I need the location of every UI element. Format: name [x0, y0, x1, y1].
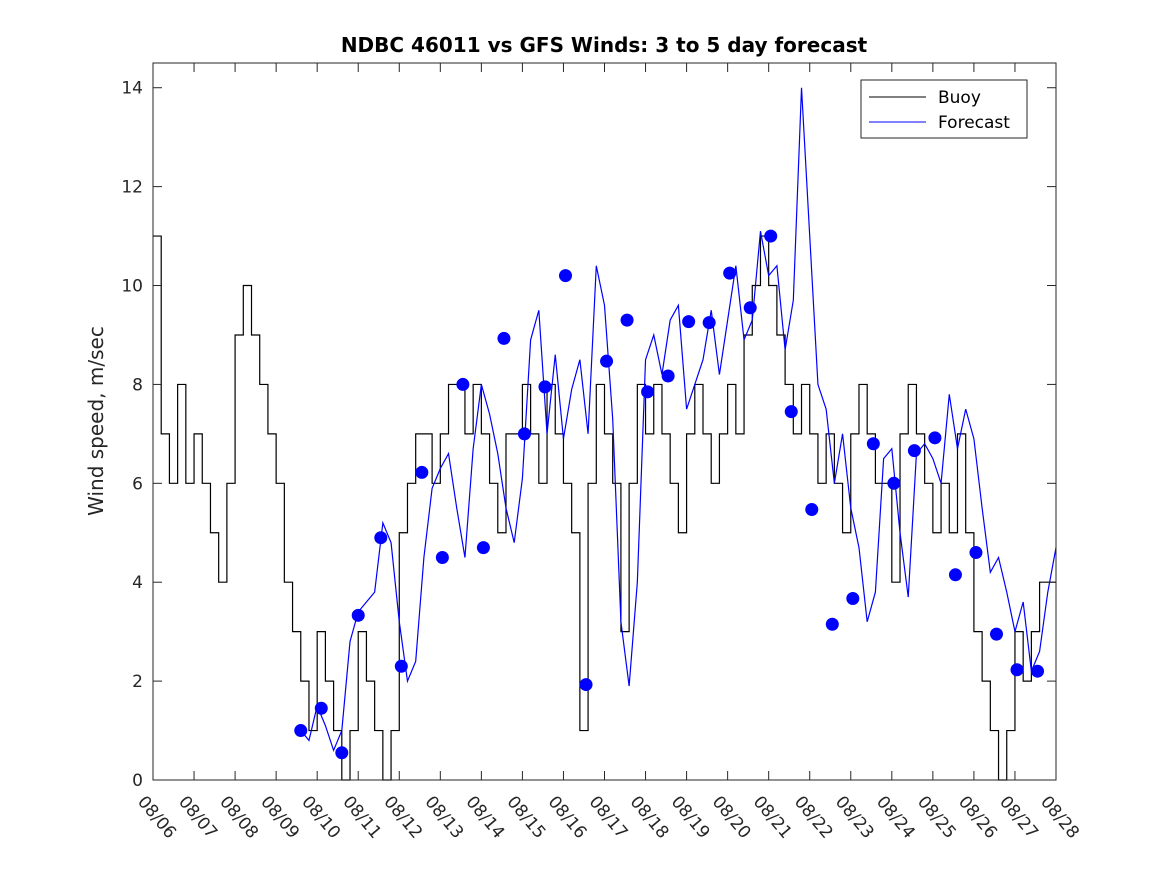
forecast-marker	[764, 229, 778, 243]
y-tick-label: 2	[132, 672, 143, 692]
forecast-marker	[294, 724, 308, 738]
forecast-marker	[517, 427, 531, 441]
forecast-marker	[702, 316, 716, 330]
series-forecast-line	[300, 87, 1057, 753]
series-layer	[153, 87, 1057, 781]
forecast-marker	[314, 701, 328, 715]
forecast-marker	[641, 385, 655, 399]
y-tick-label: 4	[132, 573, 143, 593]
forecast-marker	[559, 269, 573, 283]
legend: Buoy Forecast	[860, 79, 1028, 139]
y-tick-label: 0	[132, 771, 143, 791]
forecast-marker	[335, 746, 349, 760]
forecast-marker	[415, 465, 429, 479]
series-buoy-line	[153, 235, 1056, 781]
y-tick-label: 8	[132, 375, 143, 395]
legend-buoy-label: Buoy	[938, 88, 981, 108]
forecast-marker	[805, 503, 819, 517]
forecast-marker	[1010, 663, 1024, 677]
forecast-marker	[866, 437, 880, 451]
forecast-marker	[579, 678, 593, 692]
forecast-marker	[846, 592, 860, 606]
forecast-marker	[682, 315, 696, 329]
y-tick-label: 14	[121, 79, 143, 99]
forecast-marker	[784, 405, 798, 419]
forecast-marker	[948, 568, 962, 582]
plot-area: 0246810121408/0608/0708/0808/0908/1008/1…	[121, 62, 1083, 843]
forecast-marker	[456, 377, 470, 391]
forecast-marker	[394, 659, 408, 673]
legend-forecast-label: Forecast	[938, 113, 1010, 133]
forecast-marker	[723, 266, 737, 280]
forecast-marker	[907, 444, 921, 458]
legend-box	[860, 79, 1028, 139]
forecast-marker	[661, 369, 675, 383]
forecast-marker	[374, 531, 388, 545]
forecast-marker	[435, 550, 449, 564]
y-tick-label: 10	[121, 277, 143, 297]
forecast-marker	[476, 541, 490, 555]
y-tick-label: 12	[121, 178, 143, 198]
forecast-marker	[825, 617, 839, 631]
forecast-marker	[538, 380, 552, 394]
forecast-marker	[620, 313, 634, 327]
forecast-marker	[351, 608, 365, 622]
chart-title: NDBC 46011 vs GFS Winds: 3 to 5 day fore…	[341, 33, 868, 57]
forecast-marker	[969, 546, 983, 560]
forecast-marker	[887, 476, 901, 490]
forecast-marker	[928, 431, 942, 445]
y-axis-label: Wind speed, m/sec	[84, 326, 108, 516]
forecast-marker	[600, 354, 614, 368]
forecast-marker	[497, 331, 511, 345]
forecast-marker	[743, 301, 757, 315]
forecast-marker	[989, 627, 1003, 641]
forecast-marker	[1031, 664, 1045, 678]
y-tick-label: 6	[132, 474, 143, 494]
